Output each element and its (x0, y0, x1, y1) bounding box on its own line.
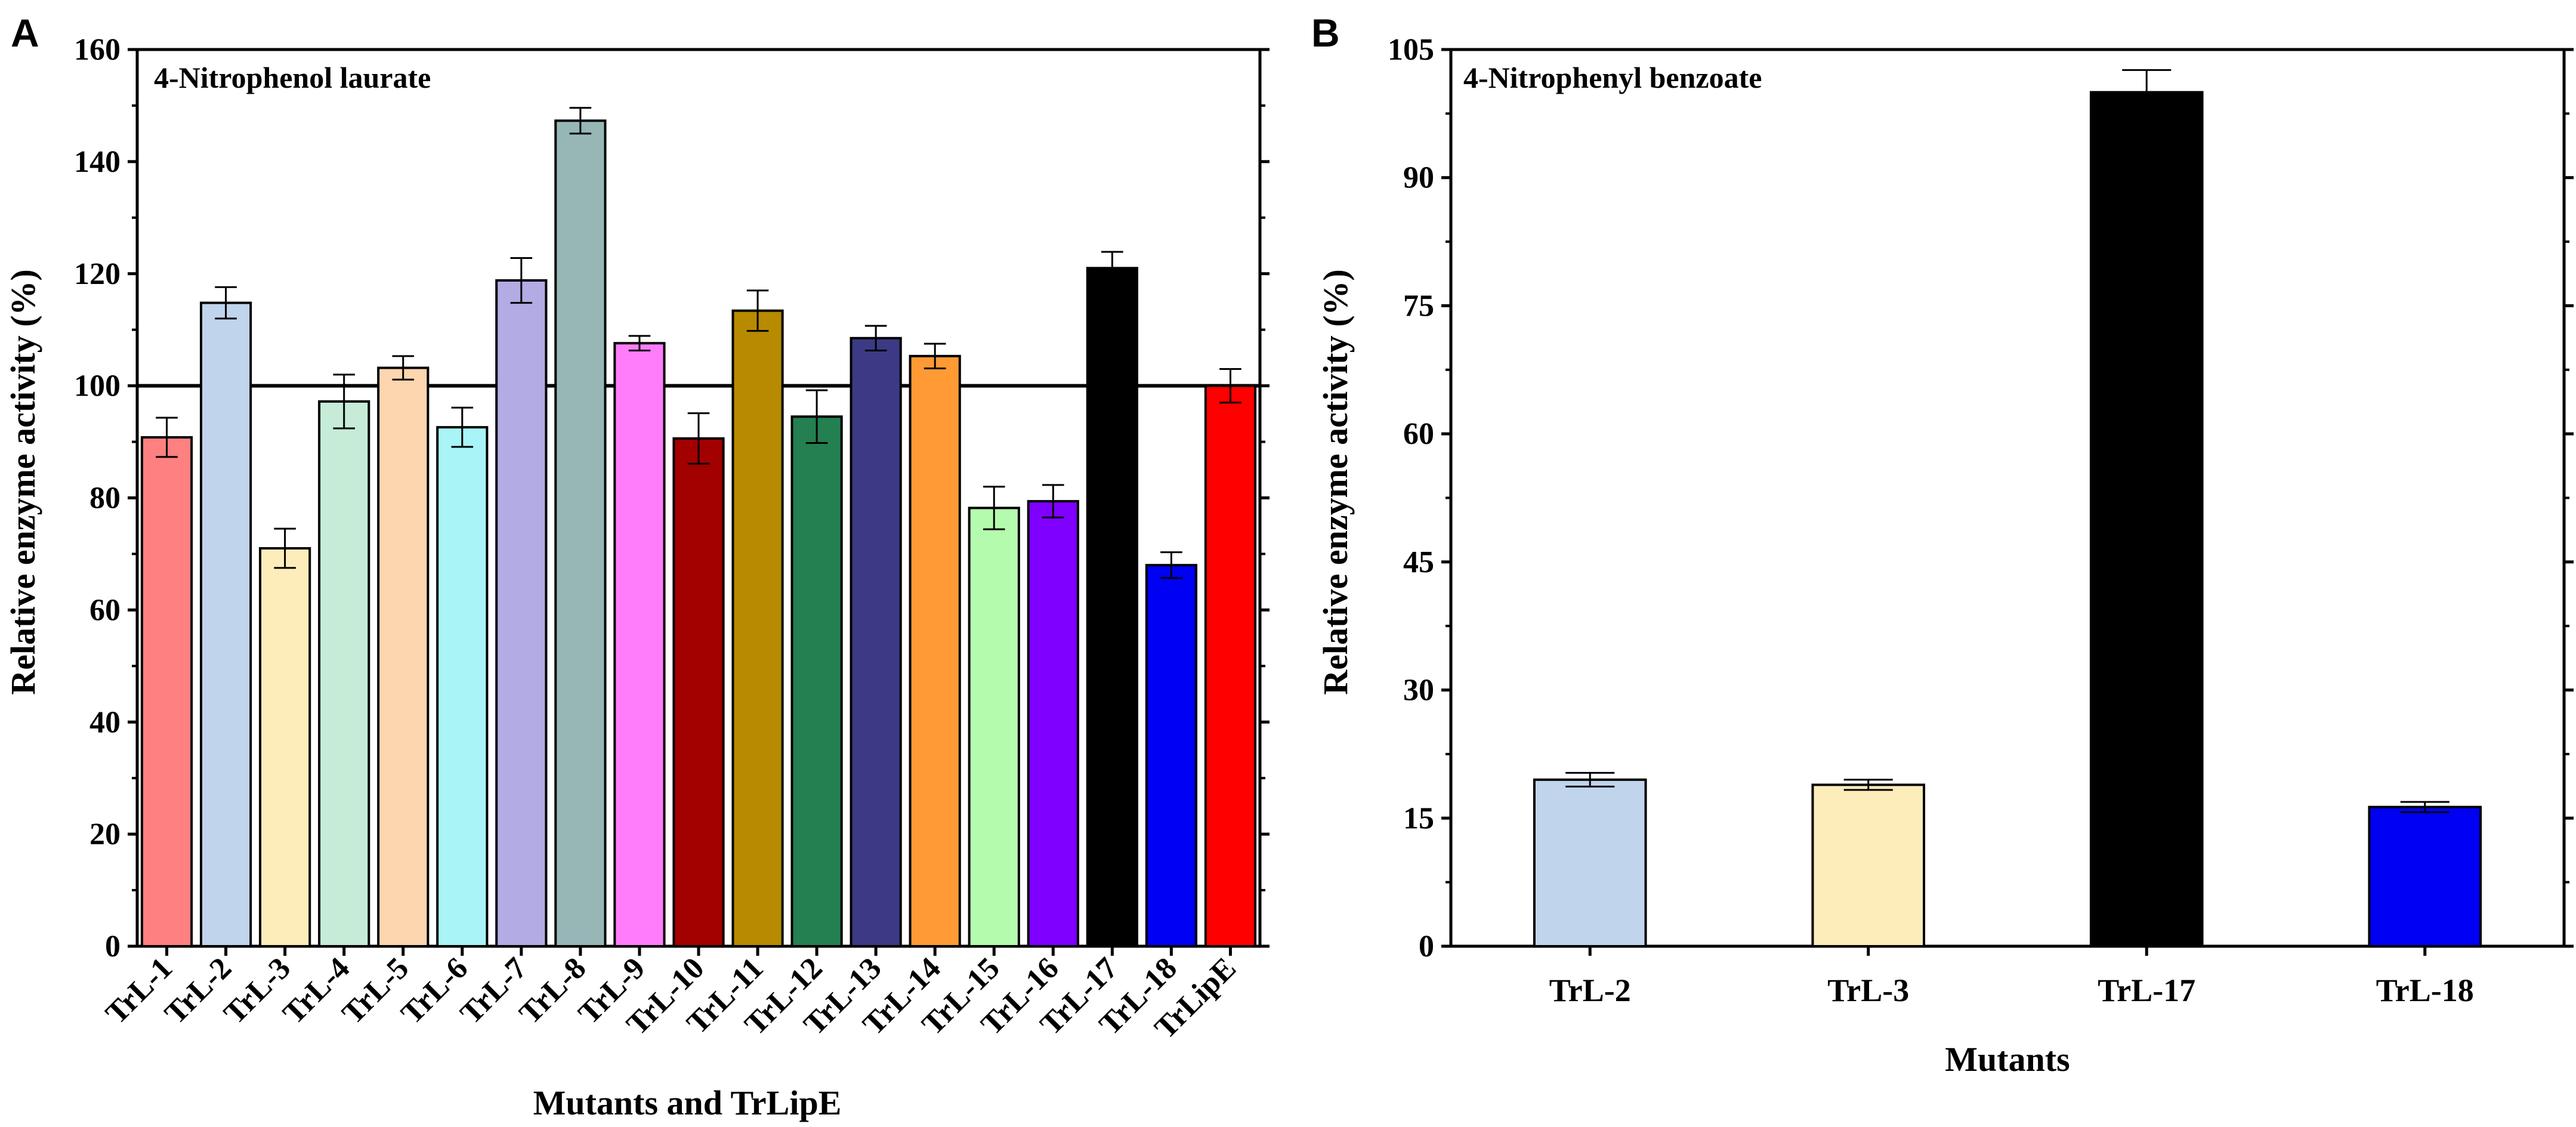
panel-a-bar (495, 279, 548, 948)
panel-a-bar (318, 400, 370, 947)
panel-b-x-tick-label: TrL-2 (1549, 972, 1631, 1008)
panel-a-y-tick-label: 100 (74, 369, 121, 403)
panel-b-bar (2368, 805, 2482, 947)
panel-a-x-tick-label: TrL-2 (158, 951, 238, 1031)
panel-a-y-tick-label: 80 (89, 481, 121, 515)
panel-a-bar (790, 415, 843, 947)
panel-a-y-tick-label: 0 (105, 930, 121, 964)
panel-a-bar (199, 301, 252, 947)
panel-a-bar (731, 309, 784, 947)
panel-a-y-tick-label: 60 (89, 593, 121, 627)
panel-a-bar (259, 547, 311, 947)
panel-b-y-tick-label: 105 (1388, 33, 1434, 67)
panel-b-bar (1533, 778, 1647, 948)
panel-b-x-tick-label: TrL-18 (2376, 972, 2474, 1008)
panel-a-letter: A (11, 11, 39, 55)
panel-a-bar (968, 507, 1020, 947)
panel-a-x-tick-label: TrL-4 (277, 951, 357, 1031)
panel-a-y-tick-label: 160 (74, 33, 121, 67)
panel-a-x-tick-label: TrL-7 (454, 951, 534, 1031)
panel-b-y-tick-label: 15 (1403, 801, 1434, 835)
panel-a-bar (1145, 564, 1198, 947)
panel-b: B 4-Nitrophenyl benzoate Mutants Relativ… (1311, 11, 2574, 1079)
panel-a-y-tick-label: 20 (89, 817, 121, 851)
panel-b-x-axis-title: Mutants (1945, 1040, 2070, 1079)
panel-b-y-tick-label: 60 (1403, 417, 1434, 451)
panel-b-bar (1811, 783, 1926, 947)
panel-b-title: 4-Nitrophenyl benzoate (1463, 61, 1762, 94)
panel-a-y-tick-label: 140 (74, 145, 121, 179)
panel-a-x-tick-label: TrL-3 (218, 951, 298, 1031)
panel-a-bar (377, 366, 430, 947)
panel-a-plot-area: 020406080100120140160TrL-1TrL-2TrL-3TrL-… (74, 33, 1270, 1045)
panel-a-bar (1204, 384, 1257, 947)
panel-a-bar (613, 342, 666, 947)
panel-b-y-tick-label: 0 (1419, 930, 1434, 964)
panel-b-y-tick-label: 75 (1403, 289, 1434, 323)
panel-a-bar (140, 436, 193, 947)
panel-b-y-axis-title: Relative enzyme activity (%) (1316, 269, 1355, 694)
panel-b-y-tick-label: 30 (1403, 674, 1434, 708)
panel-a-title: 4-Nitrophenol laurate (154, 61, 431, 94)
panel-b-letter: B (1311, 11, 1340, 55)
panel-b-plot-area: 0 15 30 45 60 75 90 105 TrL-2 TrL-3 TrL-17 TrL-18 (1388, 33, 2574, 1008)
panel-a-bar (909, 354, 961, 947)
panel-b-x-tick-label: TrL-17 (2098, 972, 2195, 1008)
panel-a-x-axis-title: Mutants and TrLipE (533, 1083, 842, 1122)
panel-a-bar (436, 426, 489, 947)
panel-a-y-tick-label: 40 (89, 705, 121, 739)
panel-b-y-tick-label: 45 (1403, 545, 1434, 579)
panel-a-bar (672, 437, 725, 947)
panel-a-bar (850, 336, 902, 947)
panel-a-bar (1086, 267, 1138, 948)
panel-b-y-tick-label: 90 (1403, 161, 1434, 195)
panel-a-bar (554, 119, 607, 947)
panel-a-y-axis-title: Relative enzyme activity (%) (4, 269, 42, 694)
panel-a-x-tick-label: TrL-8 (513, 951, 593, 1031)
panel-b-x-tick-label: TrL-3 (1827, 972, 1909, 1008)
panel-b-bar (2089, 91, 2204, 948)
panel-a-x-tick-label: TrL-6 (395, 951, 475, 1031)
panel-a-bar (1027, 500, 1079, 947)
panel-a-y-tick-label: 120 (74, 257, 121, 291)
panel-a-x-tick-label: TrL-5 (336, 951, 416, 1031)
panel-a: A 4-Nitrophenol laurate Mutants and TrLi… (4, 11, 1270, 1122)
